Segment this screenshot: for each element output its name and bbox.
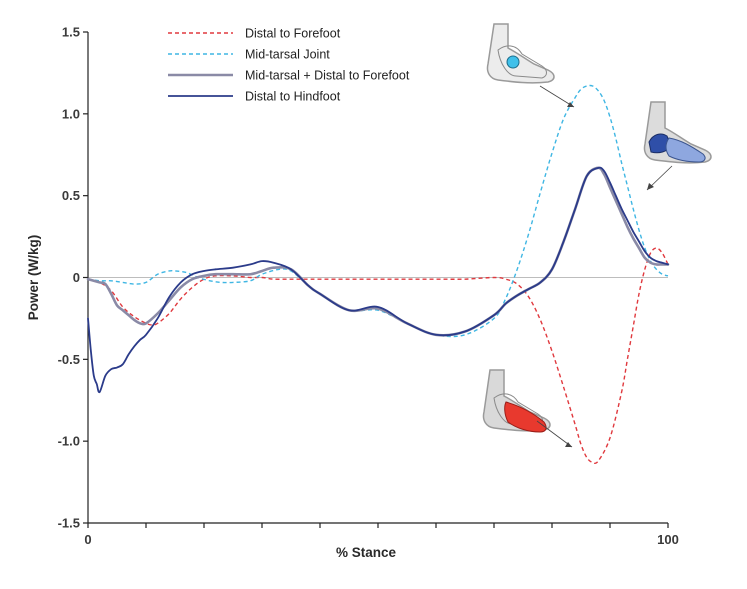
- y-tick-label: 0: [73, 270, 80, 285]
- midtarsal-pointer: [539, 85, 575, 108]
- y-tick-label: -0.5: [58, 352, 80, 367]
- y-tick-label: 0.5: [62, 188, 80, 203]
- y-tick-label: -1.5: [58, 516, 80, 531]
- forefoot-pointer-arrowhead: [565, 442, 572, 447]
- x-tick-label: 0: [84, 532, 91, 547]
- legend-label-mid-tarsal-joint: Mid-tarsal Joint: [245, 48, 330, 62]
- legend-label-distal-to-hindfoot: Distal to Hindfoot: [245, 90, 341, 104]
- axes-layer: -1.5 -1.0 -0.5 0 0.5 1.0 1.5 0 100 % Stance Power …: [26, 25, 679, 561]
- foot-midtarsal-icon: [486, 23, 555, 84]
- foot-forefoot-icon: [482, 369, 551, 433]
- forefoot-pointer: [536, 420, 573, 448]
- series-line-mid-tarsal-joint: [87, 84, 669, 338]
- x-tick-label: 100: [657, 532, 679, 547]
- y-axis-title: Power (W/kg): [26, 235, 41, 321]
- legend-label-mid-tarsal-distal-to-forefoot: Mid-tarsal + Distal to Forefoot: [245, 69, 410, 83]
- series-layer: [86, 84, 670, 465]
- hindfoot-pointer-arrowhead: [647, 183, 654, 190]
- y-tick-label: -1.0: [58, 434, 80, 449]
- series-line-distal-to-hindfoot: [87, 166, 669, 394]
- series-line-distal-to-forefoot: [87, 247, 669, 465]
- foot-hindfoot-icon: [643, 101, 712, 164]
- x-axis-title: % Stance: [336, 545, 397, 560]
- y-tick-label: 1.0: [62, 106, 80, 121]
- legend: Distal to Forefoot Mid-tarsal Joint Mid-ta…: [168, 27, 410, 104]
- midtarsal-pointer-arrowhead: [567, 102, 574, 107]
- y-tick-label: 1.5: [62, 25, 80, 40]
- legend-label-distal-to-forefoot: Distal to Forefoot: [245, 27, 341, 41]
